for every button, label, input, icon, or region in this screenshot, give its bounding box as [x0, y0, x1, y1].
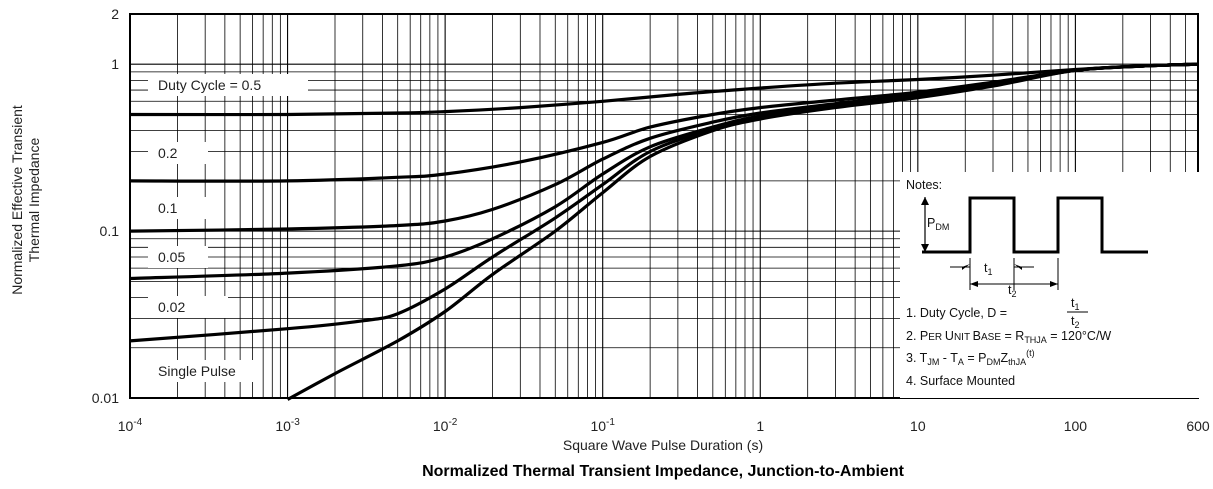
curve-label: 0.2: [158, 145, 178, 161]
t2-label: t2: [1008, 283, 1017, 299]
y-axis-label-line-2: Thermal Impedance: [26, 138, 42, 263]
note-2: 2. PER UNIT BASE = RTHJA = 120°C/W: [906, 329, 1111, 345]
x-tick-label: 1: [756, 418, 764, 434]
curve-labels: Duty Cycle = 0.5 0.2 0.1 0.05 0.02 Single Pul…: [148, 74, 308, 382]
tick-labels: 10-4 10-3 10-2 10-1 1 10 100 600 0.01 0.1 1 2: [92, 6, 1210, 434]
series-line: [286, 62, 1199, 401]
t1-label: t1: [984, 261, 993, 277]
curve-label: 0.1: [158, 200, 178, 216]
note-3: 3. TJM - TA = PDMZthJA(t): [906, 348, 1035, 367]
y-tick-label: 0.1: [100, 223, 120, 239]
x-tick-label: 10: [910, 418, 926, 434]
y-axis-label-line-1: Normalized Effective Transient: [9, 105, 25, 295]
x-tick-label: 600: [1186, 418, 1210, 434]
curve-label-background: [148, 296, 228, 318]
curve-label: Duty Cycle = 0.5: [158, 77, 261, 93]
curve-label-background: [148, 74, 308, 96]
pulse-waveform: [922, 196, 1148, 254]
note-1: 1. Duty Cycle, D =: [906, 306, 1007, 320]
note-4: 4. Surface Mounted: [906, 374, 1015, 388]
note-1-numerator: t1: [1071, 296, 1080, 312]
curves: [129, 62, 1199, 401]
note-1-denominator: t2: [1071, 314, 1080, 330]
chart-title: Normalized Thermal Transient Impedance, …: [422, 463, 905, 480]
curve-label: Single Pulse: [158, 363, 236, 379]
curve-label: 0.05: [158, 249, 185, 265]
y-tick-label: 2: [111, 6, 119, 22]
x-axis-label: Square Wave Pulse Duration (s): [563, 437, 763, 453]
curve-label-background: [148, 246, 208, 268]
x-tick-label: 10-4: [118, 417, 143, 434]
x-tick-label: 100: [1064, 418, 1088, 434]
y-tick-label: 0.01: [92, 390, 119, 406]
y-axis-label: Normalized Effective Transient Thermal I…: [9, 105, 42, 295]
curve-label-background: [148, 197, 208, 219]
notes-box: Notes: PDM t1 t2 1. Duty Cycle, D = t1 t…: [900, 172, 1205, 398]
y-tick-label: 1: [111, 56, 119, 72]
curve-label-background: [148, 142, 208, 164]
series-line: [129, 62, 1199, 117]
pdm-label: PDM: [927, 216, 949, 232]
x-tick-label: 10-3: [275, 417, 300, 434]
x-tick-label: 10-1: [590, 417, 615, 434]
notes-heading: Notes:: [906, 178, 942, 192]
x-tick-label: 10-2: [433, 417, 458, 434]
curve-label: 0.02: [158, 299, 185, 315]
curve-label-background: [148, 360, 258, 382]
